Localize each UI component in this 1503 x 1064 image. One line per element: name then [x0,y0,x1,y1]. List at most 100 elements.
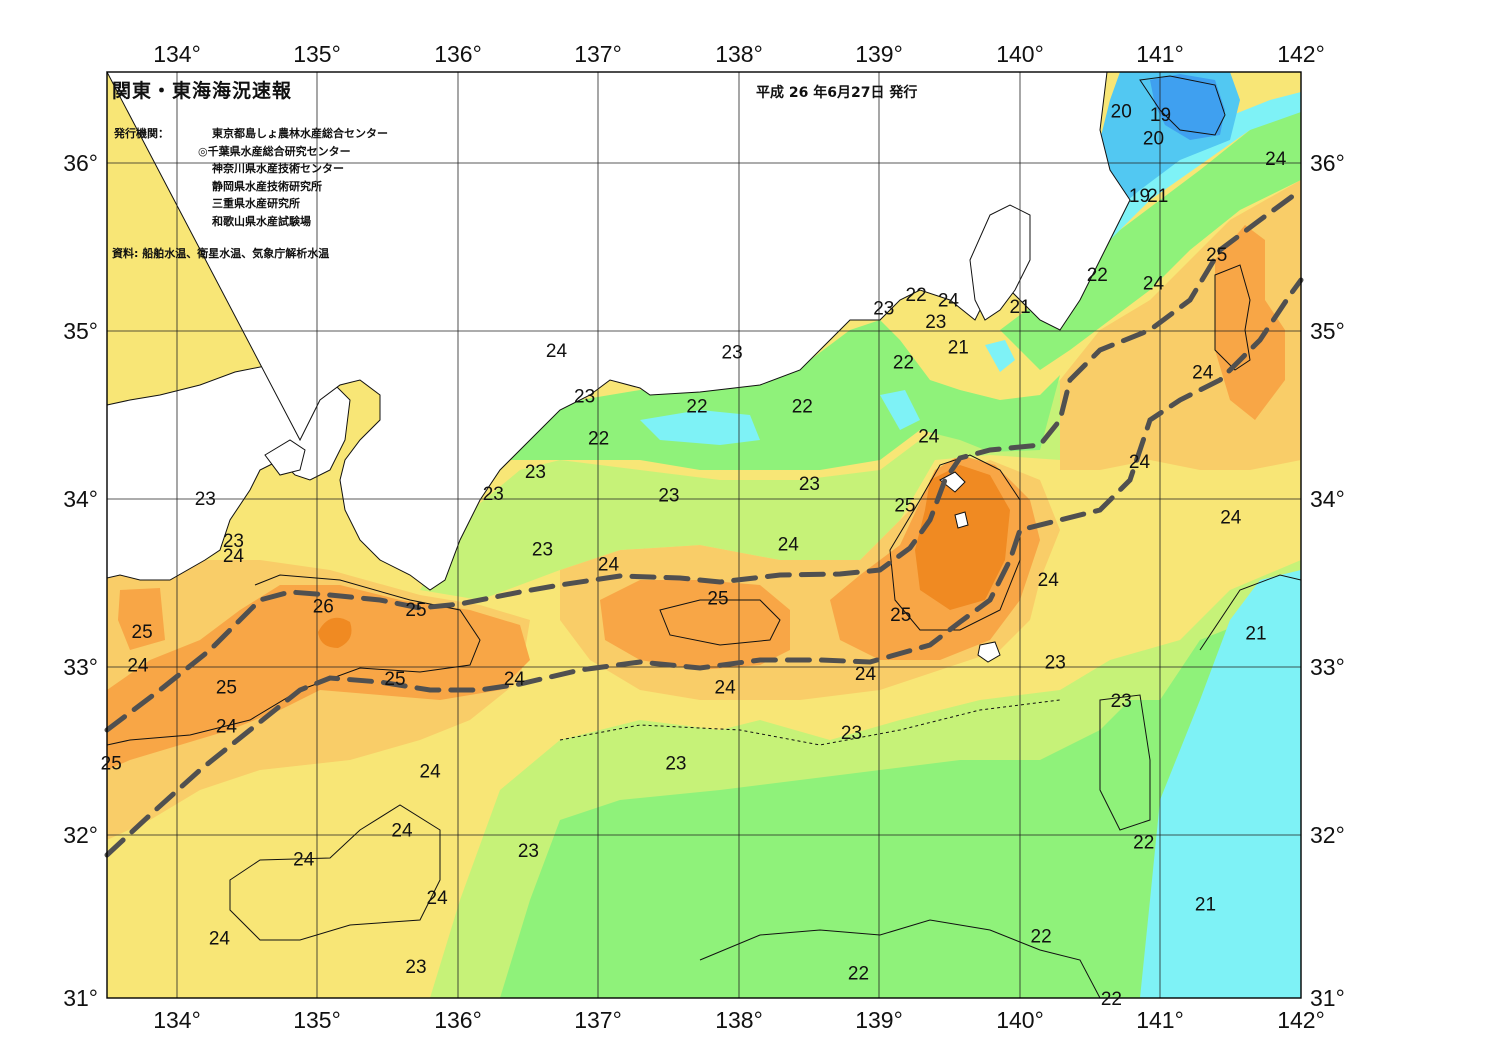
isotherm-label: 20 [1143,129,1164,150]
lat-tick-right: 36° [1310,150,1345,176]
isotherm-label: 24 [938,290,960,311]
isotherm-label: 21 [1010,297,1031,318]
lon-tick-bottom: 135° [293,1007,341,1033]
lon-tick-top: 141° [1136,41,1184,67]
isotherm-label: 25 [707,588,728,609]
lat-tick-right: 33° [1310,654,1345,680]
isotherm-label: 24 [1265,149,1287,170]
land-miyake [977,641,1001,663]
lon-tick-bottom: 138° [715,1007,763,1033]
isotherm-label: 24 [127,656,149,677]
isotherm-label: 23 [665,753,686,774]
sst-zone-25-northeast [1215,225,1285,420]
isotherm-label: 24 [1129,452,1151,473]
isotherm-label: 22 [1101,989,1122,1010]
isotherm-label: 23 [223,531,244,552]
isotherm-label: 23 [195,489,216,510]
isotherm-label: 23 [1111,691,1132,712]
sst-zone-21-northeast [1070,92,1301,250]
lat-tick-left: 33° [63,654,98,680]
isotherm-label: 23 [532,540,553,561]
lon-tick-top: 135° [293,41,341,67]
kuroshio-axis [104,187,1304,858]
land-awaji [264,439,306,476]
sst-zone-21-north-a [640,410,760,445]
isotherm-label: 22 [1031,927,1052,948]
sst-zone-22-south [500,600,1301,998]
land-boso [969,204,1031,321]
isotherm-label: 21 [1245,624,1266,645]
isotherm-label: 24 [216,716,238,737]
axis-labels: 134° 135° 136° 137° 138° 139° 140° 141° … [63,41,1345,1033]
isotherm-label: 24 [209,928,231,949]
lat-tick-right: 35° [1310,318,1345,344]
isotherm-label: 20 [1111,102,1132,123]
isotherm-label: 23 [574,386,595,407]
isotherm-label: 24 [1192,363,1214,384]
isotherm-label: 25 [890,605,911,626]
issuer-item: 和歌山県水産試験場 [212,214,311,228]
isotherm-label: 24 [1143,274,1165,295]
kuroshio-south-edge [104,277,1304,858]
isotherm-label: 25 [216,678,237,699]
isotherm-label: 24 [918,427,940,448]
lon-tick-top: 139° [855,41,903,67]
isotherm-label: 22 [893,353,914,374]
isotherm-label: 24 [1220,508,1242,529]
lat-tick-right: 34° [1310,486,1345,512]
sst-zone-19-northeast [1150,74,1225,140]
lon-tick-top: 134° [153,41,201,67]
isotherm-label: 22 [1133,832,1154,853]
sst-zone-25-west [107,585,530,770]
map-frame [106,71,1302,999]
lat-tick-left: 31° [63,985,98,1011]
lon-tick-bottom: 134° [153,1007,201,1033]
lon-tick-bottom: 141° [1136,1007,1184,1033]
isotherm-label: 25 [132,622,153,643]
lon-tick-bottom: 142° [1277,1007,1325,1033]
lat-tick-left: 35° [63,318,98,344]
sst-zone-25-central [600,580,790,670]
isotherm-label: 25 [894,496,915,517]
isotherm-label: 24 [427,888,449,909]
sst-zone-25-far-west [118,588,165,650]
sst-zone-21-sagami [985,340,1015,372]
lon-tick-bottom: 139° [855,1007,903,1033]
isotherm-label: 23 [525,462,546,483]
issuers-list: 東京都島しょ農林水産総合センター ◎千葉県水産総合研究センター 神奈川県水産技術… [198,125,388,230]
lon-tick-bottom: 137° [574,1007,622,1033]
issuer-item: 東京都島しょ農林水産総合センター [212,127,388,140]
lon-tick-top: 142° [1277,41,1325,67]
lon-tick-top: 138° [715,41,763,67]
isotherm-label: 26 [313,597,334,618]
isotherm-label: 24 [391,821,413,842]
isotherm-label: 23 [841,723,862,744]
isotherm-label: 24 [1038,570,1060,591]
lat-tick-left: 36° [63,150,98,176]
issuer-item: 三重県水産研究所 [212,197,300,210]
sst-zone-22-north [500,320,1060,470]
isotherm-label: 25 [101,753,122,774]
isotherm-label: 21 [1195,895,1216,916]
issue-date: 平成 26 年6月27日 発行 [756,85,918,101]
sst-zone-21-north-b [880,390,920,430]
isotherm-label: 24 [855,664,877,685]
issuer-item: ◎千葉県水産総合研究センター [198,144,351,158]
land-izu-oshima [939,471,966,493]
isotherm-label: 23 [799,474,820,495]
isotherm-label: 25 [384,669,405,690]
issuers-label: 発行機関： [114,127,169,140]
isotherm-label: 24 [546,341,568,362]
isotherm-label: 22 [792,396,813,417]
isotherm-label: 24 [504,669,526,690]
isotherm-label: 23 [873,299,894,320]
isotherm-label: 22 [686,396,707,417]
data-source: 資料: 船舶水温、衛星水温、気象庁解析水温 [112,247,330,260]
isotherm-label: 22 [1087,265,1108,286]
isotherm-label: 21 [948,337,969,358]
isotherm-label: 19 [1129,186,1150,207]
chart-title: 関東・東海海況速報 [112,80,293,102]
isotherm-label: 24 [715,678,737,699]
isotherm-label: 23 [405,957,426,978]
isotherm-label: 23 [925,312,946,333]
